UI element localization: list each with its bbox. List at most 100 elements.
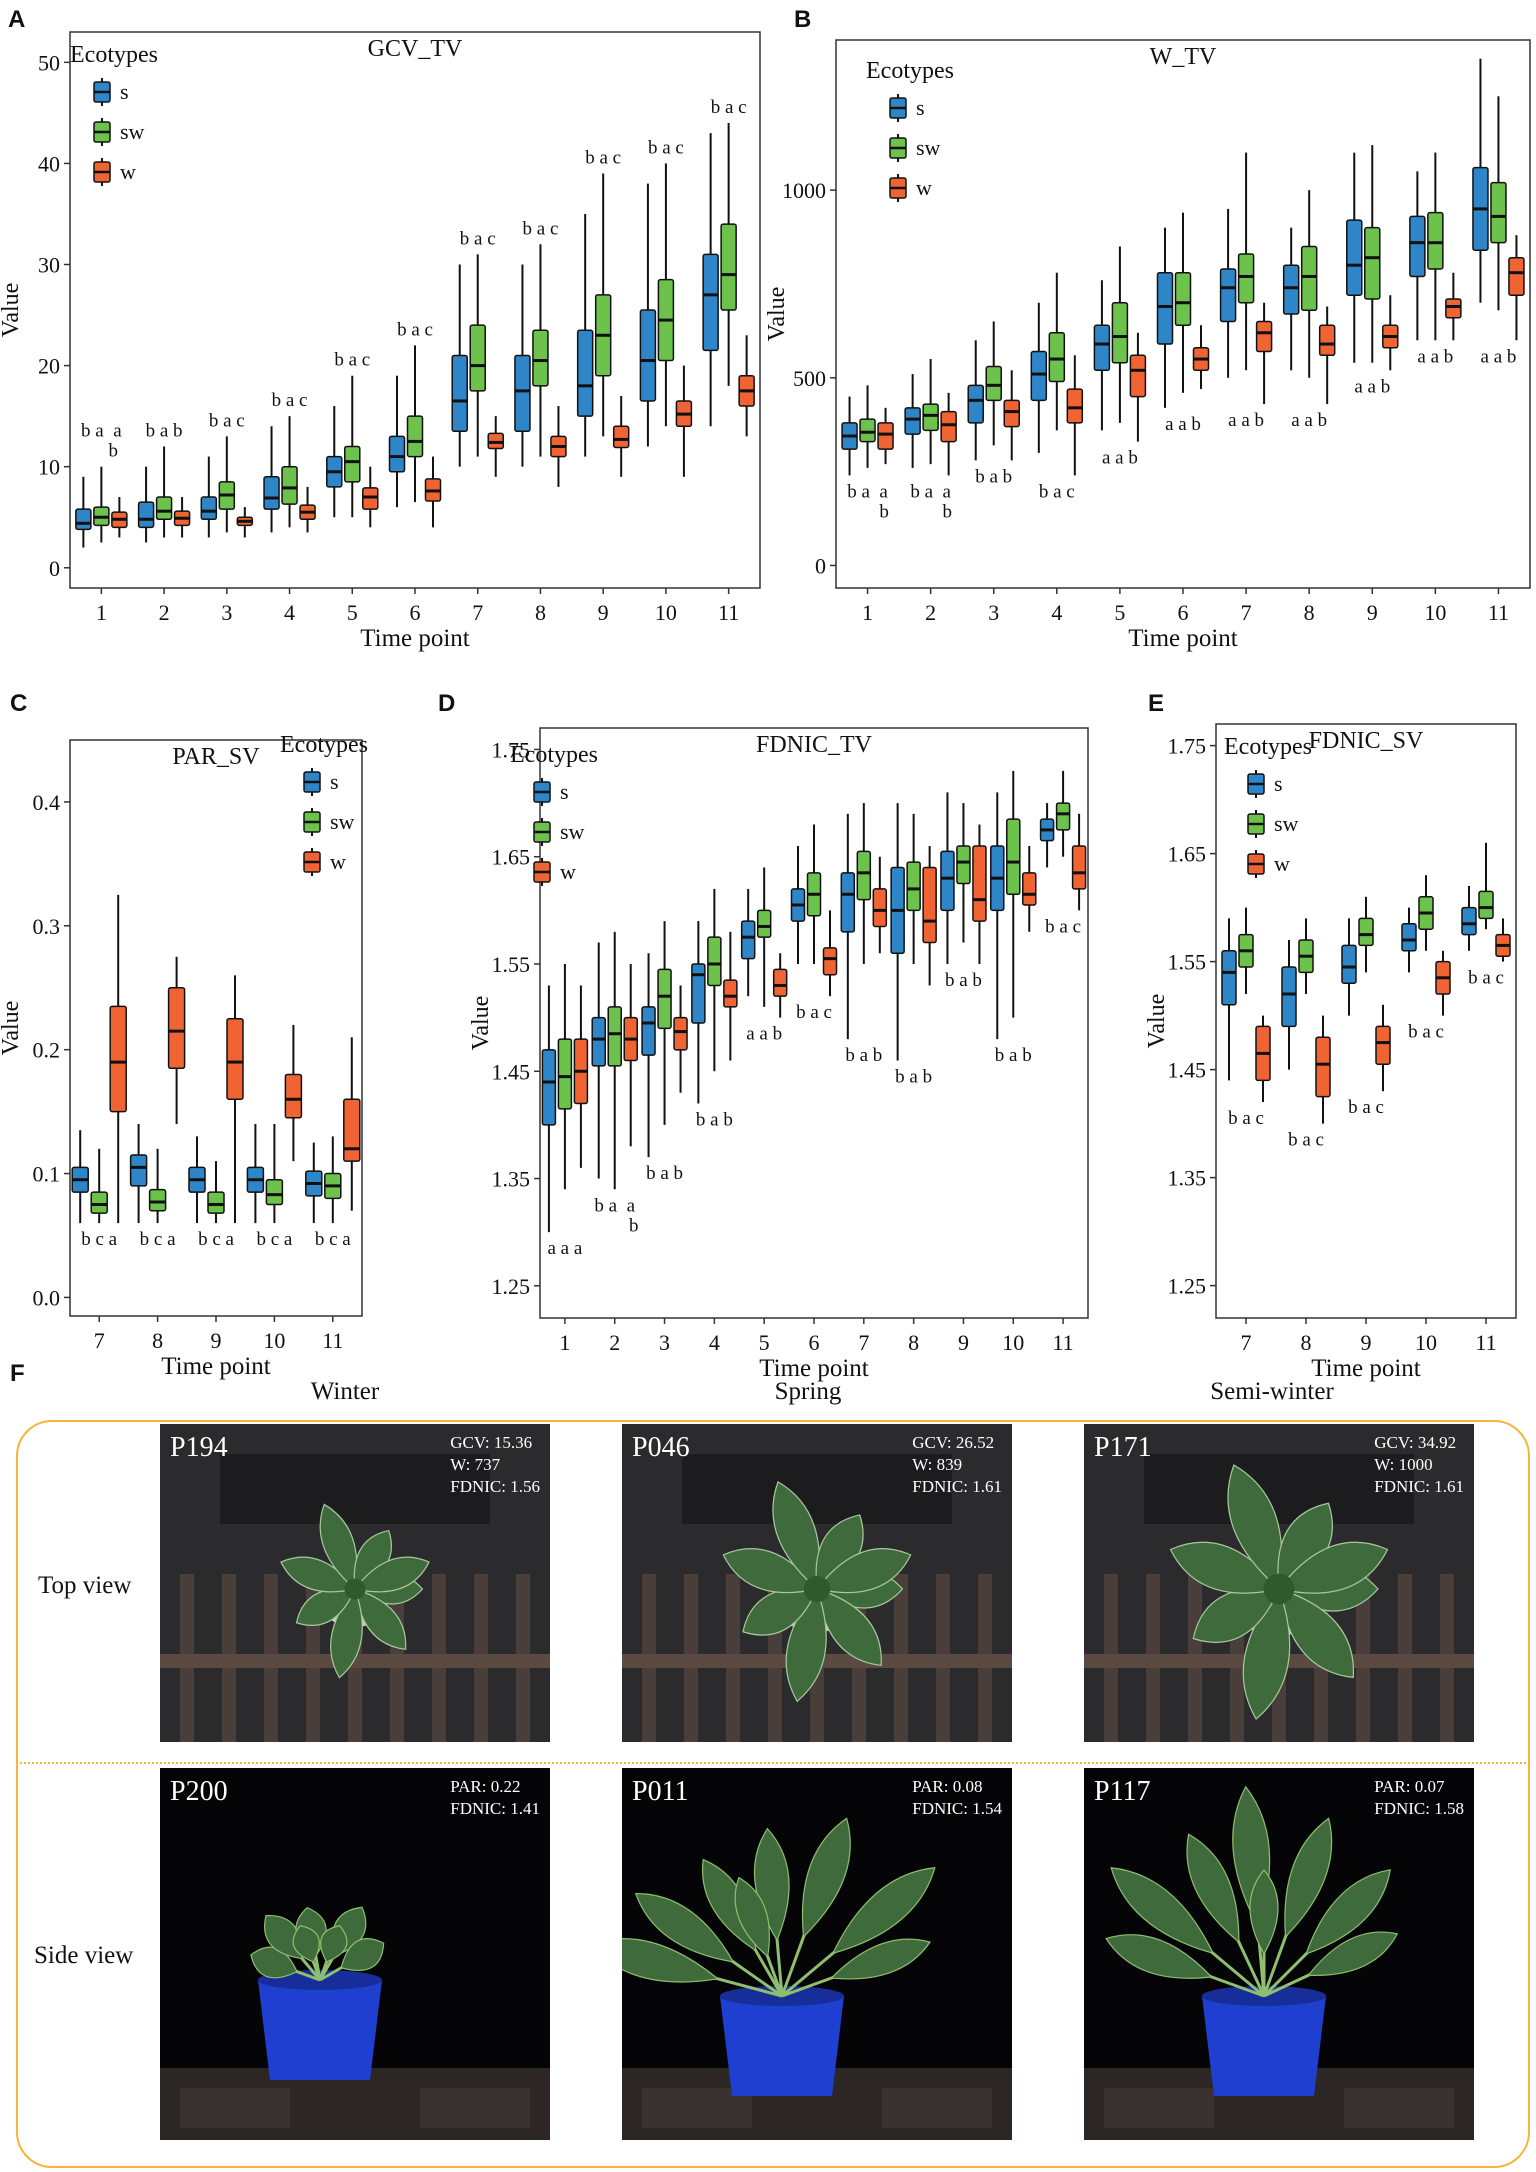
legend-label-sw: sw bbox=[560, 819, 585, 844]
x-tick-label: 9 bbox=[598, 600, 609, 625]
box-sw bbox=[1111, 301, 1129, 364]
legend-label-sw: sw bbox=[120, 119, 145, 144]
legend-label-w: w bbox=[120, 159, 136, 184]
box-s bbox=[263, 476, 280, 510]
box-w bbox=[1255, 320, 1273, 353]
box-w bbox=[772, 968, 788, 997]
x-tick-label: 10 bbox=[655, 600, 677, 625]
box-s bbox=[541, 1049, 557, 1126]
significance-letters: b a c bbox=[1288, 1130, 1324, 1151]
box-sw bbox=[1358, 917, 1374, 947]
significance-letters: b a c bbox=[1039, 481, 1075, 502]
box-w bbox=[1445, 298, 1462, 319]
panel-letter-d: D bbox=[438, 690, 456, 717]
x-tick-label: 11 bbox=[322, 1328, 343, 1353]
leaf bbox=[1249, 1869, 1279, 1956]
chart-w-tv: W_TV 0 500 1000 Value 1 2 3 4 5 6 7 8 9 10 11 Time point… bbox=[764, 39, 1531, 652]
box-s bbox=[639, 309, 657, 402]
box-s bbox=[1401, 923, 1417, 952]
box-sw bbox=[344, 445, 361, 483]
metric-line: FDNIC: 1.56 bbox=[450, 1477, 540, 1496]
box-sw bbox=[1427, 211, 1444, 270]
box-w bbox=[1129, 354, 1147, 398]
x-tick-label: 3 bbox=[988, 600, 999, 625]
x-tick-label: 10 bbox=[1424, 600, 1446, 625]
leaf bbox=[622, 1938, 720, 1983]
significance-letters: b c a bbox=[140, 1229, 176, 1250]
box-sw bbox=[281, 465, 298, 505]
box-w bbox=[612, 425, 630, 449]
plant-illustration bbox=[160, 1424, 550, 1742]
x-tick-label: 11 bbox=[1475, 1330, 1496, 1355]
x-tick-label: 6 bbox=[1178, 600, 1189, 625]
metric-line: W: 1000 bbox=[1374, 1455, 1433, 1474]
significance-letters: a a b bbox=[1102, 448, 1138, 469]
plant-illustration bbox=[160, 1768, 550, 2140]
y-tick-label: 50 bbox=[38, 50, 60, 75]
y-tick-label: 0.3 bbox=[33, 914, 61, 939]
box-s bbox=[641, 1006, 656, 1056]
legend-label-w: w bbox=[560, 859, 576, 884]
box-sw bbox=[148, 1188, 167, 1212]
chart-fdnic-tv: FDNIC_TV 1.25 1.35 1.45 1.55 1.65 1.75 Value 1 2 3… bbox=[468, 727, 1089, 1382]
plant-illustration bbox=[1084, 1424, 1474, 1742]
box-sw bbox=[207, 1191, 225, 1214]
box-sw bbox=[1478, 890, 1494, 920]
box-s bbox=[1093, 324, 1111, 372]
significance-letters: a a b bbox=[1354, 376, 1390, 397]
significance-letters: a a b bbox=[746, 1024, 782, 1045]
metric-line: FDNIC: 1.54 bbox=[912, 1799, 1002, 1818]
box-sw bbox=[607, 1006, 622, 1067]
x-tick-label: 10 bbox=[1002, 1330, 1024, 1355]
metric-line: PAR: 0.08 bbox=[912, 1777, 983, 1796]
metric-line: PAR: 0.07 bbox=[1374, 1777, 1445, 1796]
significance-letters: b a c bbox=[1348, 1097, 1384, 1118]
y-tick-label: 1000 bbox=[782, 178, 826, 203]
significance-letters: b bbox=[591, 1215, 639, 1236]
photo-top-view-p046: P046 GCV: 26.52 W: 839 FDNIC: 1.61 bbox=[622, 1424, 1012, 1742]
x-tick-label: 7 bbox=[472, 600, 483, 625]
box-w bbox=[1508, 256, 1525, 296]
box-w bbox=[1375, 1025, 1391, 1065]
panel-letter-a: A bbox=[8, 6, 26, 33]
box-s bbox=[1282, 264, 1300, 315]
metric-line: FDNIC: 1.61 bbox=[1374, 1477, 1464, 1496]
leaf bbox=[1284, 1817, 1333, 1939]
leaf bbox=[801, 1817, 851, 1939]
photo-metrics: PAR: 0.22 FDNIC: 1.41 bbox=[450, 1776, 540, 1820]
chart-title: GCV_TV bbox=[368, 36, 463, 62]
box-w bbox=[284, 1073, 303, 1119]
significance-letters: b a c bbox=[1468, 968, 1504, 989]
leaf bbox=[320, 1925, 348, 1963]
photo-top-view-p194: P194 GCV: 15.36 W: 737 FDNIC: 1.56 bbox=[160, 1424, 550, 1742]
significance-letters: b a a bbox=[847, 481, 888, 502]
legend-title: Ecotypes bbox=[866, 58, 954, 84]
box-s bbox=[388, 435, 406, 473]
box-sw bbox=[657, 968, 672, 1030]
metric-line: FDNIC: 1.61 bbox=[912, 1477, 1002, 1496]
leaf bbox=[1307, 1931, 1399, 1976]
box-s bbox=[1219, 268, 1237, 323]
significance-letters: b a c bbox=[796, 1002, 832, 1023]
x-tick-label: 9 bbox=[1367, 600, 1378, 625]
plant-pot bbox=[258, 1980, 382, 2080]
metric-line: FDNIC: 1.58 bbox=[1374, 1799, 1464, 1818]
y-axis-label: Value bbox=[1144, 994, 1170, 1049]
plant-illustration bbox=[622, 1424, 1012, 1742]
chart-title: FDNIC_SV bbox=[1309, 728, 1424, 754]
leaf bbox=[1227, 1464, 1283, 1591]
leaf bbox=[722, 1548, 819, 1594]
photo-side-view-p200: P200 PAR: 0.22 FDNIC: 1.41 bbox=[160, 1768, 550, 2140]
box-s bbox=[1341, 944, 1357, 984]
box-sw bbox=[756, 909, 772, 938]
y-axis-label: Value bbox=[468, 996, 494, 1051]
x-tick-label: 11 bbox=[718, 600, 739, 625]
box-w bbox=[872, 888, 888, 928]
machine-part bbox=[1344, 2088, 1454, 2128]
leaf bbox=[340, 1938, 385, 1972]
significance-letters: a a b bbox=[1481, 346, 1517, 367]
x-axis-label: Time point bbox=[1128, 625, 1238, 652]
metric-line: W: 737 bbox=[450, 1455, 501, 1474]
y-tick-label: 0.1 bbox=[33, 1162, 61, 1187]
photo-id: P194 bbox=[170, 1432, 228, 1463]
